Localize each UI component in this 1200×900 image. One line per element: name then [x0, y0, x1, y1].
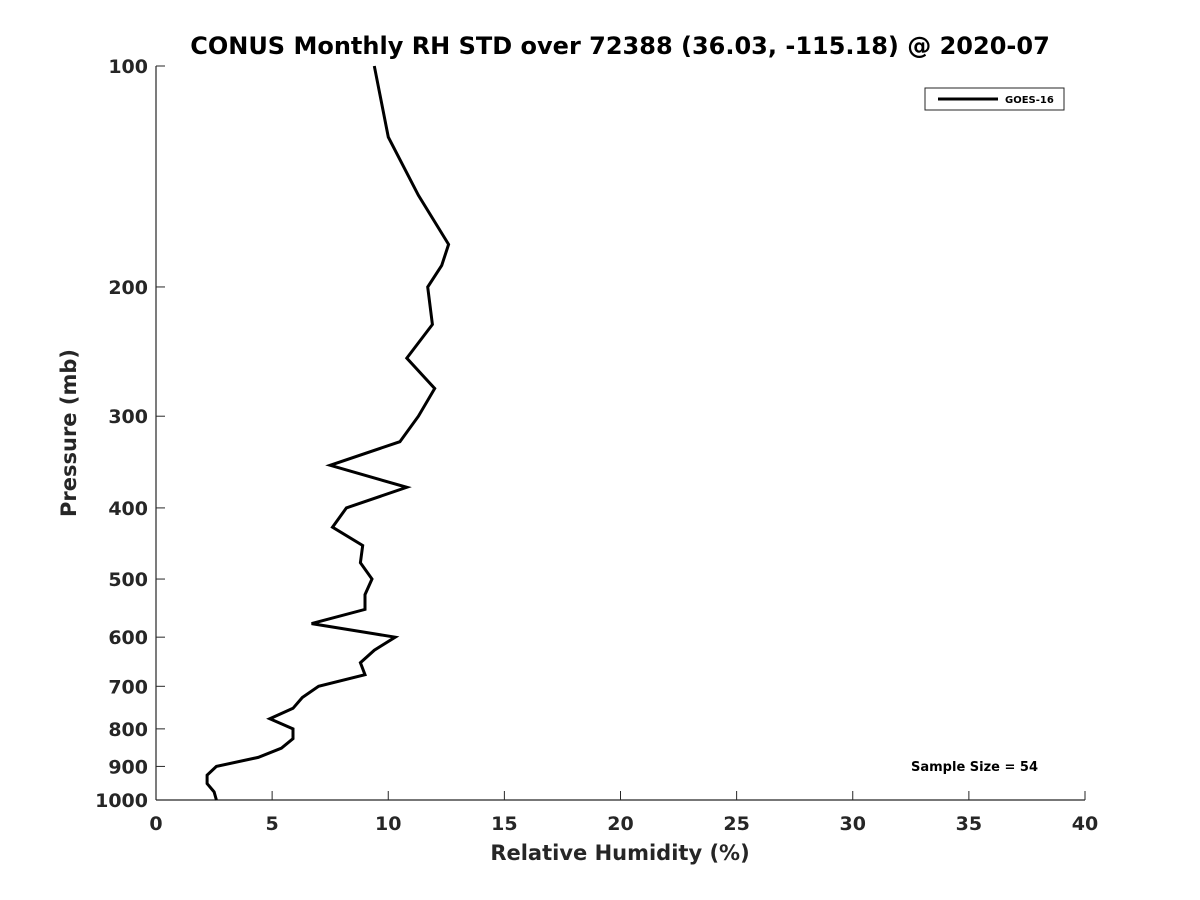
x-tick-label: 30: [840, 813, 866, 835]
x-tick-label: 0: [149, 813, 162, 835]
y-tick-label: 800: [108, 719, 148, 741]
x-tick-label: 20: [607, 813, 633, 835]
chart-title: CONUS Monthly RH STD over 72388 (36.03, …: [190, 32, 1050, 60]
y-tick-label: 200: [108, 277, 148, 299]
x-tick-label: 35: [956, 813, 982, 835]
x-axis-label: Relative Humidity (%): [490, 841, 749, 865]
y-axis-label: Pressure (mb): [57, 349, 81, 517]
x-tick-label: 15: [491, 813, 517, 835]
y-tick-label: 600: [108, 627, 148, 649]
x-ticks: 0 5 10 15 20 25 30 35 40: [149, 791, 1098, 835]
y-ticks: 100 200 300 400 500 600 700 800 900 1000: [95, 56, 165, 812]
y-tick-label: 100: [108, 56, 148, 78]
x-tick-label: 10: [375, 813, 401, 835]
series-line: [205, 65, 451, 801]
series-layer: [205, 65, 451, 801]
y-tick-label: 1000: [95, 790, 148, 812]
x-tick-label: 25: [723, 813, 749, 835]
axes: [155, 66, 1085, 801]
x-tick-label: 5: [266, 813, 279, 835]
x-tick-label: 40: [1072, 813, 1098, 835]
y-tick-label: 900: [108, 756, 148, 778]
legend: GOES-16: [924, 87, 1065, 111]
y-tick-label: 700: [108, 676, 148, 698]
y-tick-label: 500: [108, 569, 148, 591]
legend-entry: GOES-16: [1005, 95, 1054, 106]
y-tick-label: 400: [108, 498, 148, 520]
y-tick-label: 300: [108, 406, 148, 428]
sample-size-annotation: Sample Size = 54: [911, 760, 1038, 775]
